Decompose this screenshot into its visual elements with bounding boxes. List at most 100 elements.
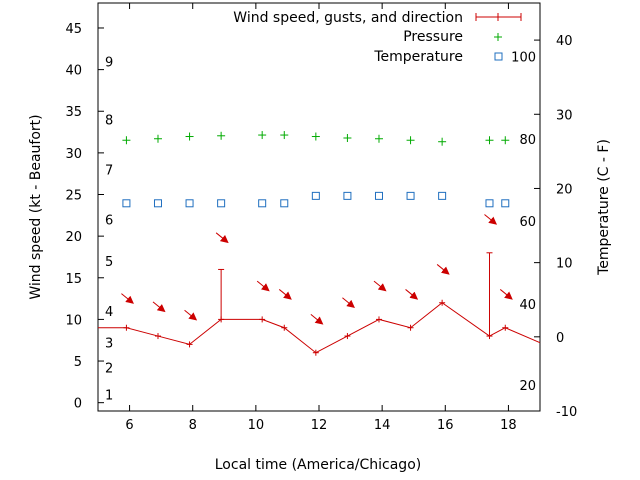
y-left-tick-label: 5 xyxy=(74,355,82,370)
x-tick-label: 18 xyxy=(500,418,517,433)
x-tick-label: 6 xyxy=(125,418,133,433)
wind-speed-point xyxy=(407,324,414,331)
x-axis-label: Local time (America/Chicago) xyxy=(215,457,421,473)
wind-direction-arrow xyxy=(278,289,292,300)
legend-pressure-label: Pressure xyxy=(403,29,463,45)
wind-direction-arrow xyxy=(373,280,387,292)
x-tick-label: 10 xyxy=(248,418,265,433)
pressure-point xyxy=(122,136,131,145)
pressure-point xyxy=(406,136,415,145)
pressure-point xyxy=(217,131,226,140)
pressure-point xyxy=(501,136,510,145)
temperature-point xyxy=(122,199,131,208)
wind-speed-point xyxy=(502,324,509,331)
temperature-point xyxy=(485,199,494,208)
wind-direction-arrow xyxy=(310,314,324,325)
pressure-point xyxy=(311,132,320,141)
x-tick-label: 12 xyxy=(311,418,328,433)
temperature-point xyxy=(343,191,352,200)
y-left-tick-label: 25 xyxy=(65,189,82,204)
temperature-point xyxy=(217,199,226,208)
axis-labels: Local time (America/Chicago) Wind speed … xyxy=(28,114,612,473)
wind-direction-arrow xyxy=(484,214,498,225)
y-left-tick-label: 30 xyxy=(65,147,82,162)
pressure-point xyxy=(485,136,494,145)
y-right-tick-label: -10 xyxy=(556,405,577,420)
y-left-tick-label: 15 xyxy=(65,272,82,287)
wind-direction-arrow xyxy=(405,289,419,300)
wind-direction-arrow xyxy=(499,289,513,300)
beaufort-label: 1 xyxy=(105,388,113,403)
pressure-point xyxy=(343,134,352,143)
y-left-tick-label: 0 xyxy=(74,397,82,412)
wind-speed-point xyxy=(344,333,351,340)
temperature-point xyxy=(311,191,320,200)
beaufort-label: 2 xyxy=(105,362,113,377)
fahrenheit-label: 80 xyxy=(519,133,536,148)
y-right-tick-label: 30 xyxy=(556,108,573,123)
pressure-point xyxy=(153,134,162,143)
y-axis-right-label: Temperature (C - F) xyxy=(596,139,612,276)
axis-ticks: 6 8 10 12 14 16 18051015202530354045-100102030… xyxy=(65,3,577,433)
wind-speed-point xyxy=(281,324,288,331)
beaufort-label: 7 xyxy=(105,164,113,179)
temperature-point xyxy=(185,199,194,208)
temperature-point xyxy=(374,191,383,200)
wind-speed-point xyxy=(186,341,193,348)
beaufort-label: 6 xyxy=(105,213,113,228)
pressure-point xyxy=(374,134,383,143)
wind-direction-arrow xyxy=(256,280,270,292)
legend-temperature-label: Temperature xyxy=(373,49,463,65)
fahrenheit-label: 100 xyxy=(511,50,536,65)
chart-legend: Wind speed, gusts, and direction Pressur… xyxy=(233,10,522,65)
legend-wind-label: Wind speed, gusts, and direction xyxy=(233,10,463,26)
temperature-point xyxy=(153,199,162,208)
pressure-point xyxy=(185,132,194,141)
y-right-tick-label: 0 xyxy=(556,331,564,346)
wind-direction-arrow xyxy=(184,309,198,321)
temperature-point xyxy=(280,199,289,208)
temperature-point xyxy=(501,199,510,208)
fahrenheit-label: 40 xyxy=(519,298,536,313)
wind-speed-point xyxy=(375,316,382,323)
temperature-point xyxy=(438,191,447,200)
wind-direction-arrow xyxy=(152,301,166,313)
wind-gust-bar xyxy=(218,268,225,320)
pressure-point xyxy=(280,131,289,140)
wind-gust-bar xyxy=(486,252,493,337)
beaufort-label: 9 xyxy=(105,55,113,70)
legend-temperature-swatch xyxy=(494,52,503,61)
y-left-tick-label: 35 xyxy=(65,105,82,120)
temperature-point xyxy=(406,191,415,200)
wind-speed-line xyxy=(98,302,541,354)
wind-direction-arrow xyxy=(342,297,355,309)
fahrenheit-label: 20 xyxy=(519,379,536,394)
wind-direction-arrow xyxy=(436,264,450,275)
x-tick-label: 14 xyxy=(374,418,391,433)
y-right-tick-label: 40 xyxy=(556,34,573,49)
wind-direction-arrow xyxy=(121,293,134,304)
y-right-tick-label: 20 xyxy=(556,182,573,197)
beaufort-label: 4 xyxy=(105,305,113,320)
data-marks xyxy=(98,131,541,356)
x-tick-label: 8 xyxy=(189,418,197,433)
plot-frame xyxy=(97,2,541,412)
y-axis-left-label: Wind speed (kt - Beaufort) xyxy=(28,114,44,299)
y-left-tick-label: 40 xyxy=(65,64,82,79)
y-left-tick-label: 20 xyxy=(65,230,82,245)
y-left-tick-label: 45 xyxy=(65,22,82,37)
beaufort-label: 8 xyxy=(105,114,113,129)
x-tick-label: 16 xyxy=(437,418,454,433)
wind-speed-point xyxy=(259,316,266,323)
beaufort-label: 3 xyxy=(105,337,113,352)
pressure-point xyxy=(438,137,447,146)
beaufort-label: 5 xyxy=(105,255,113,270)
wind-speed-point xyxy=(154,333,161,340)
wind-speed-point xyxy=(123,324,130,331)
wind-direction-arrow xyxy=(215,232,229,244)
legend-pressure-swatch xyxy=(494,33,502,41)
legend-wind-swatch xyxy=(475,13,522,21)
wind-speed-point xyxy=(439,299,446,306)
temperature-point xyxy=(258,199,267,208)
